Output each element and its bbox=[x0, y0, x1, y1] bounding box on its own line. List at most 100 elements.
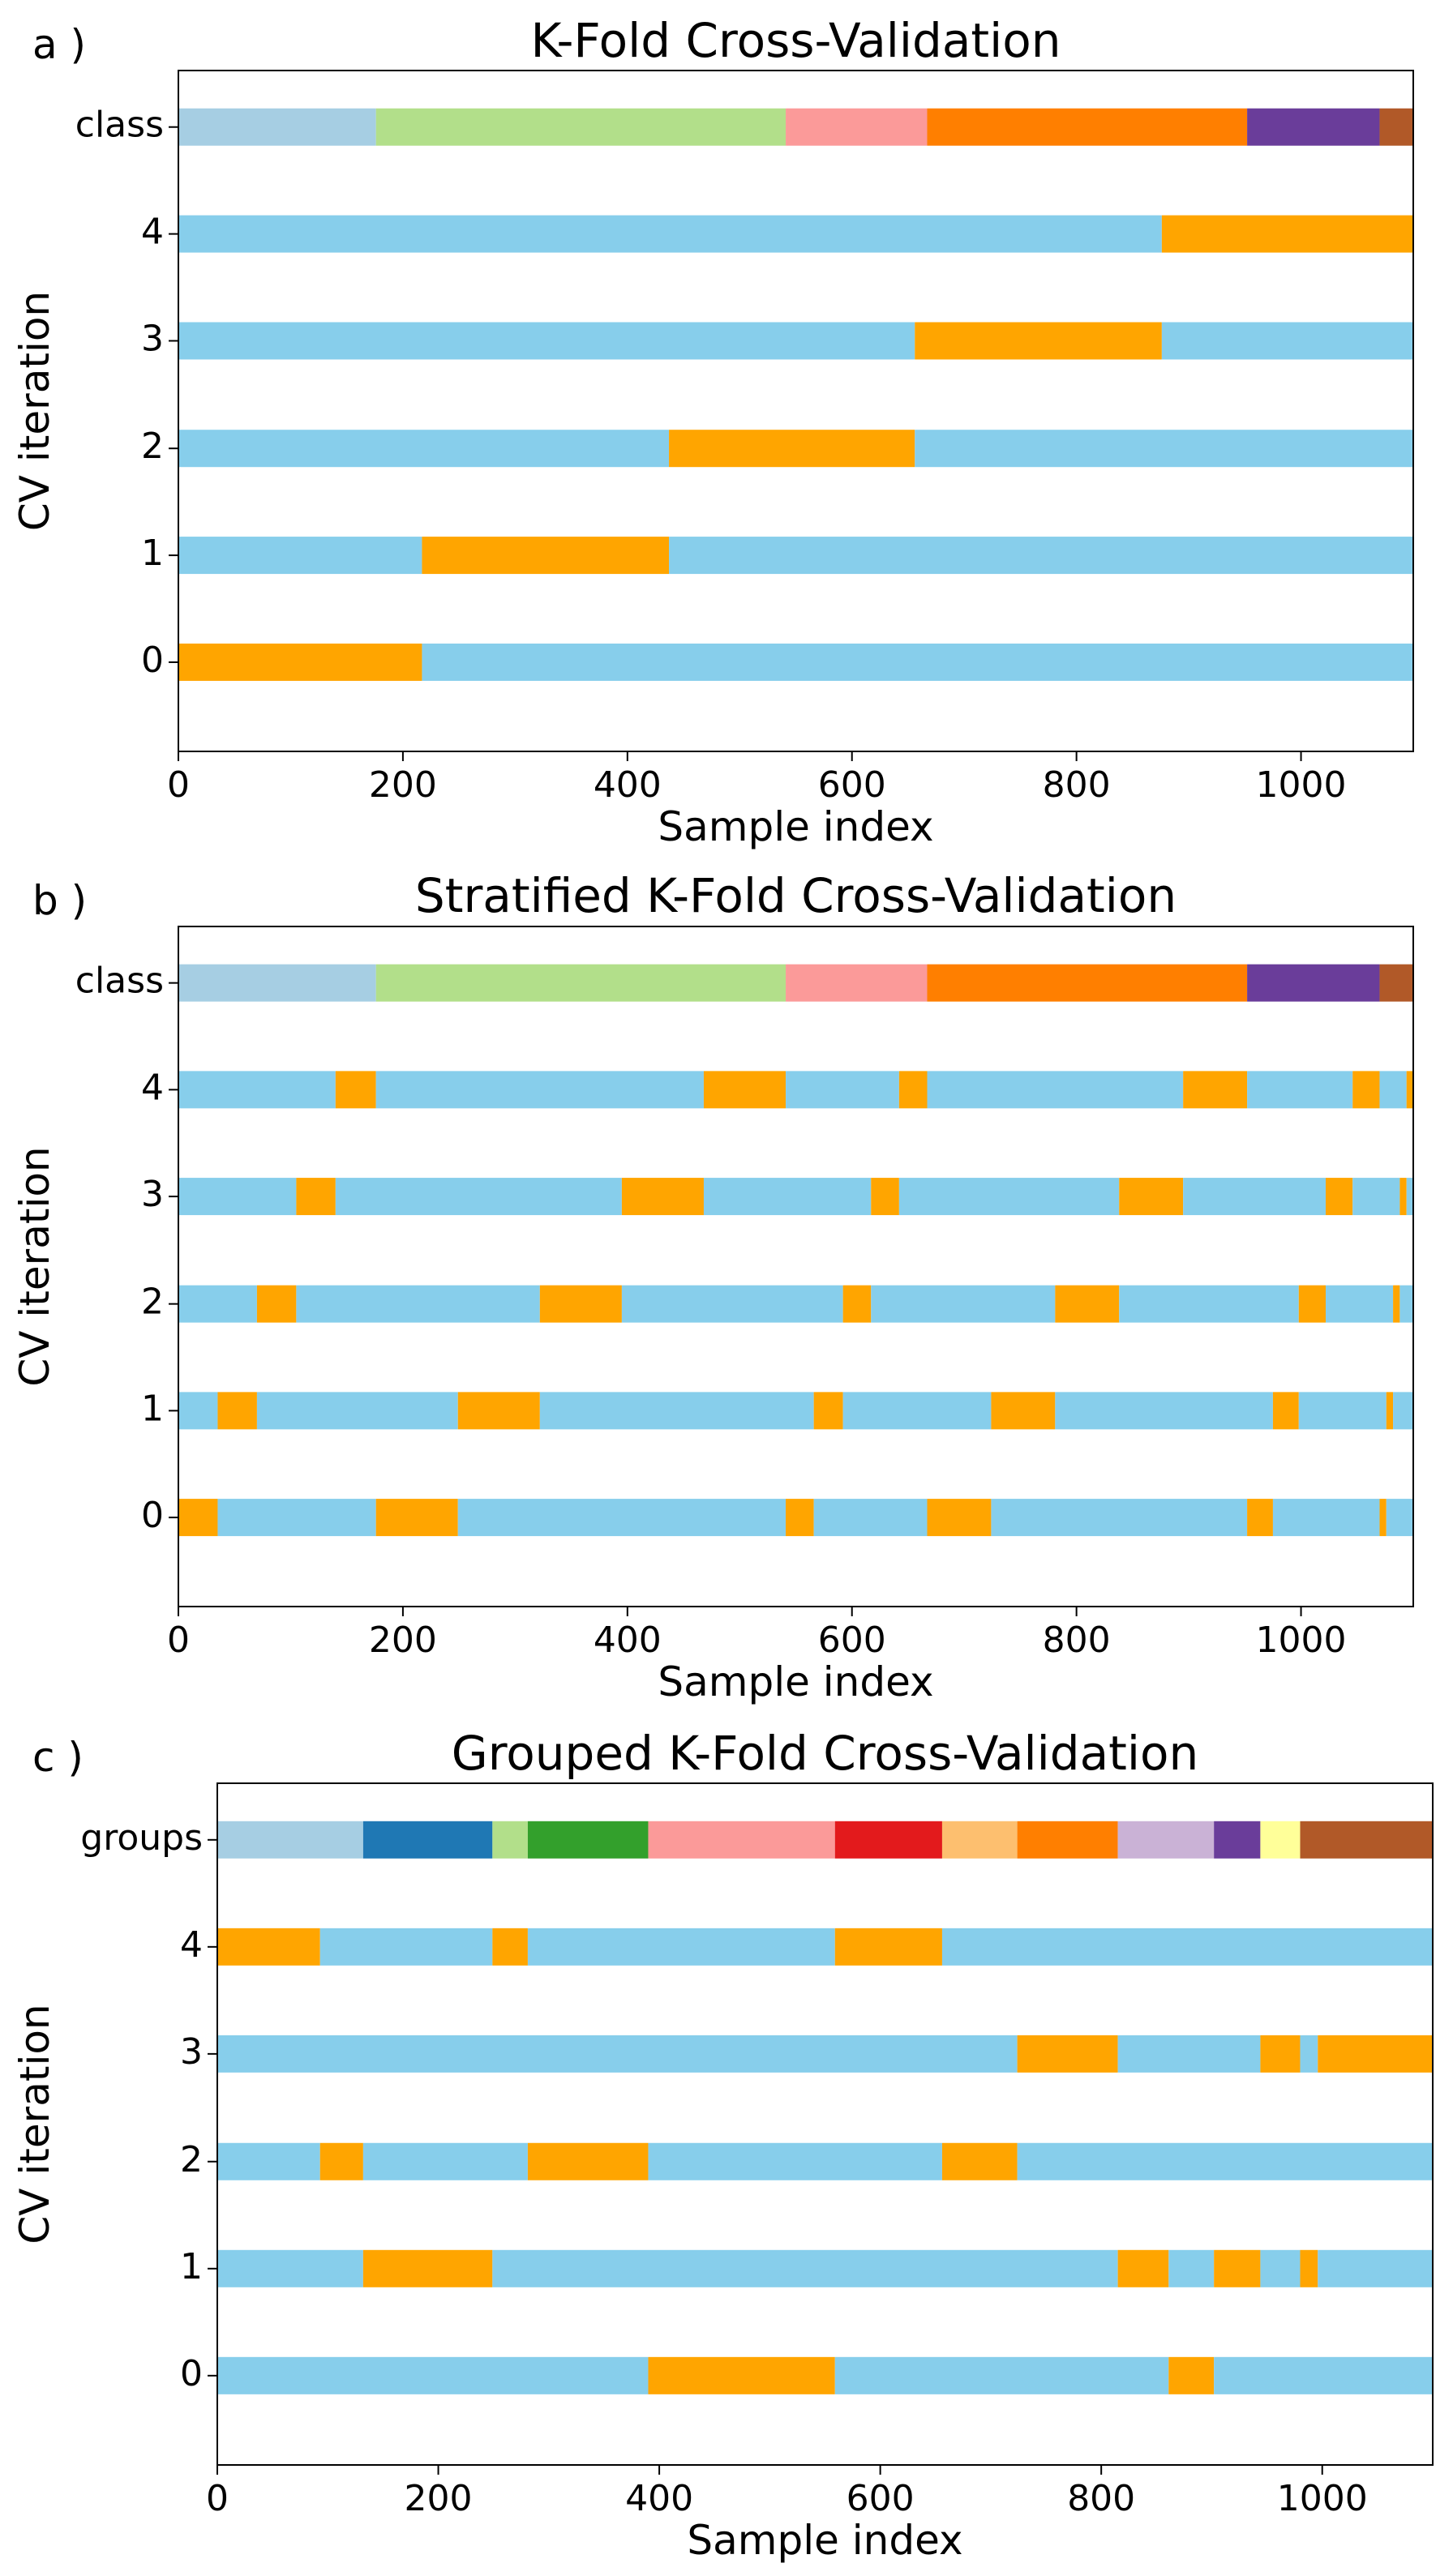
category-segment bbox=[362, 1821, 493, 1859]
category-segment bbox=[217, 1821, 363, 1859]
category-segment bbox=[1017, 1821, 1118, 1859]
train-segment bbox=[217, 2356, 649, 2394]
test-segment bbox=[1393, 1285, 1400, 1323]
test-segment bbox=[1300, 2249, 1318, 2287]
y-tick-label: groups bbox=[80, 1817, 203, 1859]
category-segment bbox=[1379, 964, 1413, 1002]
test-segment bbox=[1247, 1499, 1273, 1537]
train-segment bbox=[1247, 1071, 1353, 1109]
test-segment bbox=[941, 2142, 1018, 2180]
category-segment bbox=[1117, 1821, 1215, 1859]
test-segment bbox=[991, 1392, 1056, 1430]
y-axis-label: CV iteration bbox=[11, 2004, 58, 2244]
train-segment bbox=[1352, 1178, 1400, 1216]
train-segment bbox=[1272, 1499, 1380, 1537]
train-segment bbox=[991, 1499, 1248, 1537]
category-segment bbox=[786, 964, 928, 1002]
train-segment bbox=[941, 1928, 1433, 1966]
category-segment bbox=[1214, 1821, 1261, 1859]
x-tick-label: 800 bbox=[1043, 764, 1111, 806]
y-tick-label: 4 bbox=[141, 1067, 164, 1108]
x-tick-label: 200 bbox=[405, 2478, 473, 2519]
train-segment bbox=[178, 1392, 218, 1430]
test-segment bbox=[539, 1285, 622, 1323]
cv-iteration-row bbox=[178, 643, 1414, 681]
x-tick-label: 200 bbox=[369, 1620, 437, 1661]
y-axis-label: CV iteration bbox=[11, 1146, 58, 1386]
panel-label: c ) bbox=[32, 1734, 84, 1781]
cv-iteration-row bbox=[217, 2356, 1433, 2394]
y-tick-label: 2 bbox=[180, 2139, 203, 2180]
train-segment bbox=[492, 2249, 1118, 2287]
x-tick-label: 1000 bbox=[1256, 764, 1347, 806]
chart-title: Grouped K-Fold Cross-Validation bbox=[452, 1726, 1198, 1781]
x-tick-label: 1000 bbox=[1256, 1620, 1347, 1661]
train-segment bbox=[927, 1071, 1184, 1109]
test-segment bbox=[1168, 2356, 1215, 2394]
y-tick-label: 0 bbox=[180, 2353, 203, 2394]
y-tick-label: 1 bbox=[141, 1388, 164, 1429]
test-segment bbox=[842, 1285, 872, 1323]
train-segment bbox=[834, 2356, 1169, 2394]
train-segment bbox=[527, 1928, 835, 1966]
category-row bbox=[178, 108, 1413, 146]
train-segment bbox=[915, 430, 1413, 468]
test-segment bbox=[621, 1178, 704, 1216]
train-segment bbox=[217, 2035, 1018, 2073]
category-segment bbox=[786, 108, 928, 146]
cv-iteration-row bbox=[178, 215, 1413, 253]
chart-title: K-Fold Cross-Validation bbox=[531, 13, 1061, 68]
test-segment bbox=[1326, 1178, 1353, 1216]
y-tick-label: 3 bbox=[141, 318, 164, 359]
category-segment bbox=[527, 1821, 649, 1859]
test-segment bbox=[915, 322, 1162, 360]
test-segment bbox=[178, 643, 422, 681]
train-segment bbox=[319, 1928, 493, 1966]
train-segment bbox=[1318, 2249, 1433, 2287]
train-segment bbox=[1326, 1285, 1394, 1323]
y-tick-label: 4 bbox=[180, 1924, 203, 1966]
train-segment bbox=[1117, 2035, 1261, 2073]
y-tick-label: 3 bbox=[141, 1174, 164, 1215]
train-segment bbox=[898, 1178, 1120, 1216]
cv-iteration-row bbox=[178, 322, 1413, 360]
train-segment bbox=[362, 2142, 528, 2180]
train-segment bbox=[178, 1071, 336, 1109]
test-segment bbox=[1055, 1285, 1120, 1323]
category-segment bbox=[1260, 1821, 1301, 1859]
test-segment bbox=[1161, 215, 1413, 253]
test-segment bbox=[1379, 1499, 1387, 1537]
test-segment bbox=[703, 1071, 787, 1109]
test-segment bbox=[375, 1499, 458, 1537]
y-tick-label: 1 bbox=[180, 2246, 203, 2287]
x-tick-label: 600 bbox=[847, 2478, 915, 2519]
train-segment bbox=[871, 1285, 1056, 1323]
category-segment bbox=[1300, 1821, 1433, 1859]
test-segment bbox=[1017, 2035, 1118, 2073]
cv-iteration-row bbox=[178, 537, 1413, 575]
chart-panel-c: c ) Grouped K-Fold Cross-Validation groups… bbox=[11, 1726, 1434, 2564]
cv-iteration-row bbox=[217, 2142, 1433, 2180]
category-row bbox=[178, 964, 1413, 1002]
test-segment bbox=[256, 1285, 297, 1323]
test-segment bbox=[871, 1178, 899, 1216]
x-tick-label: 0 bbox=[167, 764, 190, 806]
train-segment bbox=[842, 1392, 992, 1430]
x-tick-label: 400 bbox=[625, 2478, 693, 2519]
train-segment bbox=[621, 1285, 843, 1323]
test-segment bbox=[1318, 2035, 1433, 2073]
train-segment bbox=[1161, 322, 1413, 360]
train-segment bbox=[1214, 2356, 1433, 2394]
x-tick-label: 600 bbox=[818, 1620, 886, 1661]
y-tick-label: 1 bbox=[141, 533, 164, 574]
x-tick-label: 400 bbox=[594, 1620, 662, 1661]
y-tick-label: 0 bbox=[141, 640, 164, 681]
train-segment bbox=[217, 1499, 376, 1537]
train-segment bbox=[648, 2142, 942, 2180]
train-segment bbox=[539, 1392, 814, 1430]
axes-frame bbox=[178, 70, 1414, 752]
y-tick-label: 3 bbox=[180, 2031, 203, 2073]
train-segment bbox=[1168, 2249, 1215, 2287]
cv-iteration-row bbox=[178, 1499, 1413, 1537]
